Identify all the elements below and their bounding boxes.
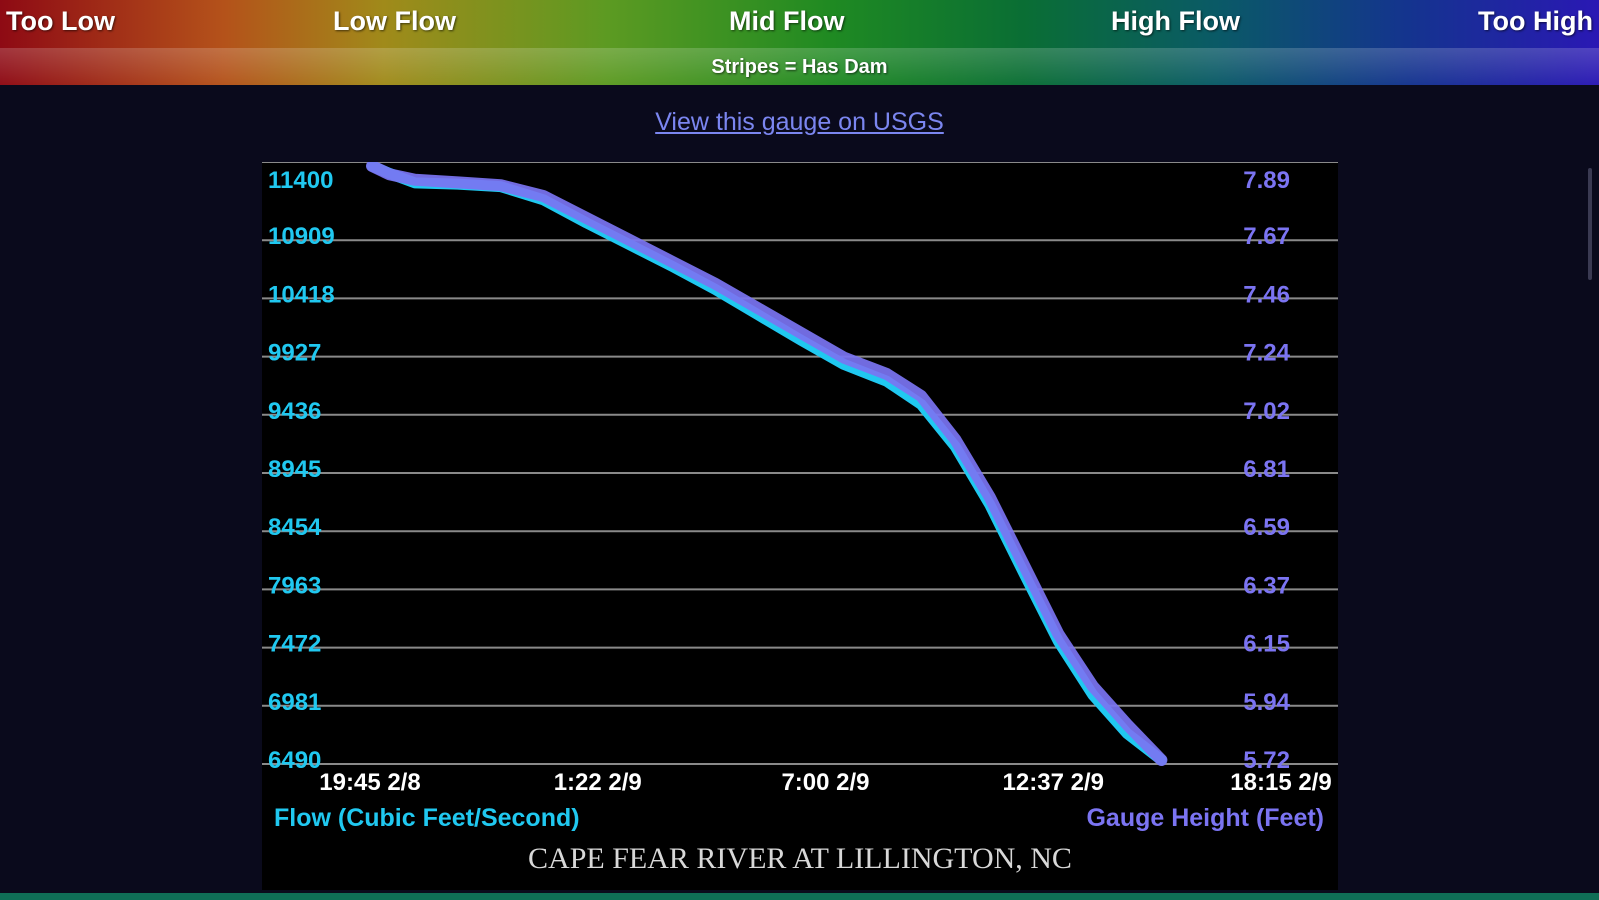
y-right-tick-label: 6.59 [1243, 514, 1290, 541]
x-tick-label: 18:15 2/9 [1230, 769, 1331, 796]
flow-series-line [366, 162, 1167, 766]
x-tick-label: 12:37 2/9 [1003, 769, 1104, 796]
y-left-tick-label: 9927 [268, 340, 321, 367]
x-tick-label: 19:45 2/8 [319, 769, 420, 796]
y-left-tick-label: 6981 [268, 689, 321, 716]
right-axis-label: Gauge Height (Feet) [1086, 804, 1324, 832]
usgs-link-row: View this gauge on USGS [0, 108, 1599, 137]
chart-svg: 11400 10909 10418 9927 9436 8945 8454 7963 7472 6… [262, 162, 1338, 875]
view-usgs-link[interactable]: View this gauge on USGS [655, 108, 944, 136]
y-left-tick-label: 7472 [268, 631, 321, 658]
y-left-tick-label: 7963 [268, 572, 321, 599]
scrollbar[interactable] [1588, 168, 1592, 280]
y-left-tick-label: 8454 [268, 514, 322, 541]
left-axis-label: Flow (Cubic Feet/Second) [274, 804, 580, 832]
y-right-tick-label: 6.37 [1243, 572, 1290, 599]
y-right-tick-label: 6.15 [1243, 631, 1290, 658]
legend-mid-flow: Mid Flow [729, 6, 845, 36]
y-right-tick-label: 7.24 [1243, 340, 1290, 367]
y-right-tick-label: 7.67 [1243, 223, 1290, 250]
y-right-tick-label: 7.89 [1243, 167, 1290, 194]
legend-high-flow: High Flow [1111, 6, 1240, 36]
y-left-tick-label: 10909 [268, 223, 335, 250]
legend-too-low: Too Low [6, 6, 115, 36]
x-tick-label: 1:22 2/9 [554, 769, 642, 796]
legend-too-high: Too High [1478, 6, 1593, 36]
y-right-tick-label: 5.72 [1243, 747, 1290, 774]
y-left-tick-label: 11400 [268, 167, 333, 194]
legend-sheen [0, 48, 1599, 85]
y-right-tick-label: 7.02 [1243, 398, 1290, 425]
x-tick-label: 7:00 2/9 [781, 769, 869, 796]
legend-low-flow: Low Flow [333, 6, 456, 36]
y-left-tick-label: 6490 [268, 747, 321, 774]
chart-title: CAPE FEAR RIVER AT LILLINGTON, NC [528, 842, 1072, 875]
y-right-tick-label: 6.81 [1243, 456, 1290, 483]
gauge-height-series-line [366, 162, 1168, 766]
stripes-note: Stripes = Has Dam [711, 56, 888, 78]
flow-legend-bar: Too Low Low Flow Mid Flow High Flow Too … [0, 0, 1599, 85]
y-left-tick-label: 9436 [268, 398, 321, 425]
y-left-tick-label: 8945 [268, 456, 321, 483]
y-left-tick-label: 10418 [268, 281, 335, 308]
y-right-tick-label: 7.46 [1243, 281, 1290, 308]
gauge-chart: 11400 10909 10418 9927 9436 8945 8454 7963 7472 6… [262, 162, 1338, 890]
bottom-strip [0, 893, 1599, 900]
y-right-tick-label: 5.94 [1243, 689, 1290, 716]
